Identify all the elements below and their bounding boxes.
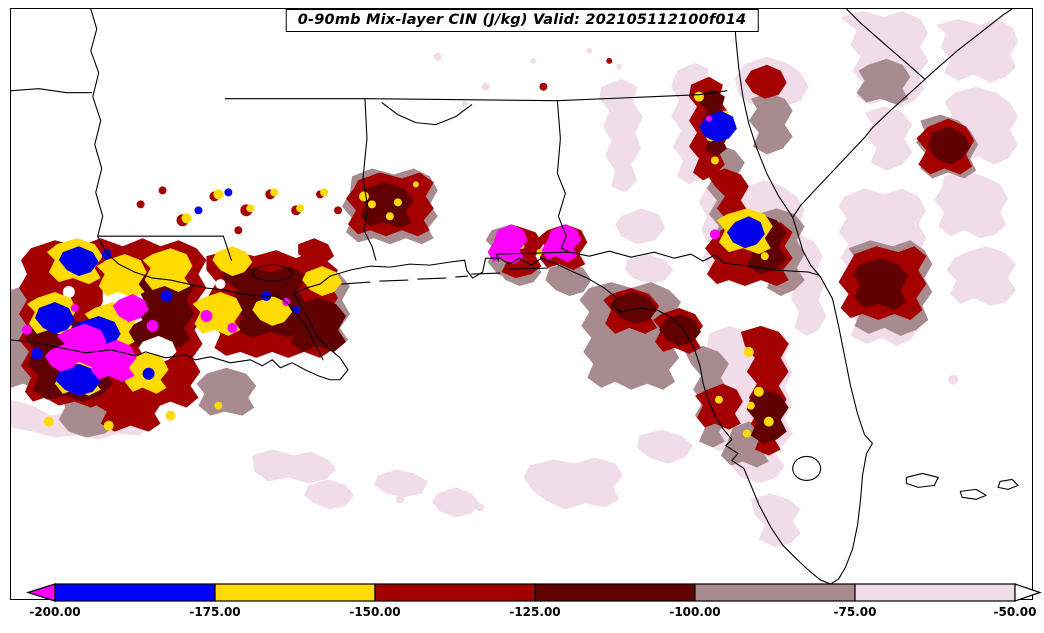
colorbar-left-arrow <box>26 583 56 602</box>
colorbar-tick-label: -50.00 <box>993 605 1037 619</box>
colorbar-tick-label: -200.00 <box>29 605 81 619</box>
colorbar-segment-3 <box>374 583 536 602</box>
colorbar-right-arrow <box>1014 583 1042 602</box>
colorbar-segment-6 <box>854 583 1016 602</box>
colorbar-tick-label: -100.00 <box>669 605 721 619</box>
map-title: 0-90mb Mix-layer CIN (J/kg) Valid: 20210… <box>285 9 759 32</box>
colorbar-segment-1 <box>54 583 216 602</box>
state-boundaries <box>11 9 1019 598</box>
map-frame <box>10 8 1033 600</box>
colorbar-tick-label: -125.00 <box>509 605 561 619</box>
map-canvas <box>11 9 1019 598</box>
colorbar-segment-2 <box>214 583 376 602</box>
colorbar-segment-4 <box>534 583 696 602</box>
colorbar-labels: -200.00 -175.00 -150.00 -125.00 -100.00 … <box>0 605 1044 623</box>
colorbar-tick-label: -75.00 <box>833 605 877 619</box>
colorbar-tick-label: -150.00 <box>349 605 401 619</box>
colorbar <box>26 583 1042 602</box>
colorbar-segment-5 <box>694 583 856 602</box>
colorbar-tick-label: -175.00 <box>189 605 241 619</box>
